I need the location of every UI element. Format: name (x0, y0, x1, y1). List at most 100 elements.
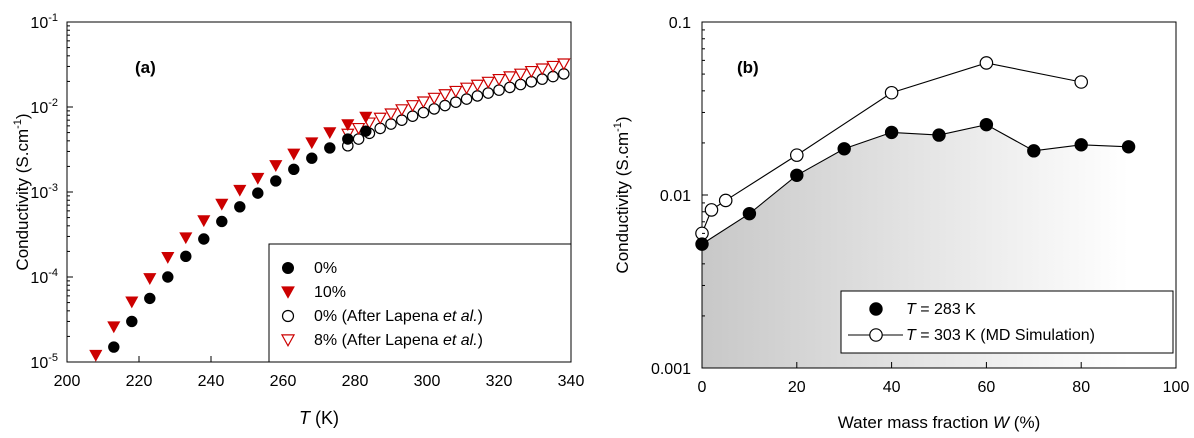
point-a-s0-1 (126, 315, 138, 328)
x-tick-label-a-5: 300 (414, 373, 441, 390)
point-a-s2-17 (525, 75, 538, 88)
legend-box-a (268, 243, 572, 363)
point-a-s3-17 (524, 65, 539, 79)
point-a-s3-16 (513, 68, 528, 81)
x-axis-label-b: Water mass fraction W (%) (838, 413, 1040, 432)
panel-label-a: (a) (135, 58, 156, 77)
y-axis-label-a: Conductivity (S.cm-1) (12, 113, 32, 270)
y-tick-label-a-0: 10-5 (30, 352, 58, 372)
point-a-s3-2 (362, 117, 377, 130)
legend-a-marker-3 (280, 334, 296, 347)
point-a-s1-3 (143, 273, 157, 285)
point-b-s0-0 (695, 237, 709, 251)
chart-a-ticks: 200 220 240 260 280 300 320 340 10-5 10-4 10-3 10-2… (30, 12, 584, 390)
point-a-s1-2 (125, 296, 139, 309)
y-tick-label-a-2: 10-3 (30, 182, 58, 202)
point-b-s1-3 (789, 148, 804, 162)
legend-a-label-0: 0% (314, 260, 337, 277)
point-a-s1-1 (107, 321, 121, 334)
point-a-s2-6 (406, 110, 419, 122)
point-a-s3-13 (481, 76, 495, 89)
point-b-s1-5 (979, 56, 994, 70)
legend-box-b (840, 290, 1174, 354)
point-a-s1-15 (359, 111, 373, 124)
x-tick-label-b-0: 0 (698, 379, 707, 396)
x-tick-label-a-6: 320 (486, 373, 513, 390)
point-a-s1-0 (89, 349, 103, 362)
point-a-s1-12 (305, 137, 319, 150)
point-a-s3-15 (503, 71, 517, 84)
point-b-s0-8 (1074, 138, 1088, 152)
point-a-s0-4 (180, 250, 192, 263)
legend-a: 0% 10% 0% (After Lapena et al.) 8% (Afte… (268, 243, 572, 363)
legend-a-marker-0 (282, 262, 294, 274)
point-a-s3-5 (395, 104, 409, 117)
y-axis-label-b: Conductivity (S.cm-1) (612, 116, 632, 273)
legend-b: T = 283 K T = 303 K (MD Simulation) (840, 290, 1174, 354)
x-tick-label-b-1: 20 (788, 379, 806, 396)
legend-a-markers (280, 262, 296, 347)
point-a-s1-9 (251, 172, 265, 185)
point-a-s2-12 (471, 90, 484, 102)
y-tick-label-b-1: 0.01 (660, 188, 691, 205)
point-b-s0-4 (884, 125, 899, 140)
x-tick-label-a-1: 220 (126, 373, 153, 390)
point-a-s3-18 (535, 63, 549, 76)
chart-b: 0 20 40 60 80 100 0.001 0.01 0.1 (b) Water mass … (612, 15, 1189, 432)
point-a-s0-9 (270, 175, 282, 187)
point-a-s2-11 (460, 93, 473, 105)
legend-a-marker-2 (281, 309, 295, 323)
point-a-s0-6 (216, 215, 228, 228)
point-a-s0-10 (288, 163, 300, 175)
point-a-s3-3 (373, 112, 387, 125)
y-tick-label-b-2: 0.1 (669, 15, 691, 32)
point-b-s0-7 (1027, 144, 1041, 158)
point-a-s1-13 (323, 127, 337, 140)
point-a-s0-12 (324, 142, 336, 154)
legend-b-label-0: T = 283 K (906, 301, 976, 318)
point-a-s3-19 (546, 60, 560, 73)
x-tick-label-a-7: 340 (558, 373, 585, 390)
point-a-s1-5 (179, 232, 193, 245)
x-tick-label-a-2: 240 (198, 373, 225, 390)
panel-label-b: (b) (737, 58, 759, 77)
point-a-s2-8 (428, 103, 440, 115)
point-b-s0-3 (837, 142, 851, 156)
point-a-s1-7 (215, 198, 229, 211)
point-a-s1-11 (287, 148, 301, 161)
point-a-s0-5 (198, 233, 210, 245)
point-a-s3-20 (557, 58, 571, 71)
series-line-b-0 (701, 124, 1129, 245)
point-a-s3-10 (449, 85, 463, 98)
point-a-s0-3 (162, 271, 174, 283)
point-a-s0-2 (144, 292, 156, 305)
point-b-s0-1 (742, 206, 757, 221)
x-tick-label-b-2: 40 (883, 379, 901, 396)
point-b-s1-2 (718, 193, 733, 208)
point-b-s0-9 (1121, 140, 1136, 154)
point-a-s2-14 (493, 84, 505, 96)
point-b-s1-6 (1074, 75, 1088, 89)
x-tick-label-b-4: 80 (1072, 379, 1090, 396)
point-a-s0-13 (342, 133, 354, 145)
legend-b-marker-1 (869, 328, 883, 342)
legend-b-label-1: T = 303 K (MD Simulation) (906, 327, 1095, 344)
point-a-s3-14 (492, 73, 506, 87)
point-a-s1-8 (233, 184, 247, 197)
point-a-s3-6 (405, 100, 420, 113)
y-tick-label-b-0: 0.001 (651, 361, 691, 378)
legend-b-markers (848, 302, 903, 342)
point-b-s0-6 (979, 117, 994, 132)
point-b-s1-4 (884, 85, 899, 100)
point-a-s2-7 (417, 106, 430, 119)
point-a-s2-15 (503, 81, 516, 94)
point-a-s0-7 (234, 201, 246, 213)
chart-a: 200 220 240 260 280 300 320 340 10-5 10-4 10-3 10-2… (12, 12, 584, 428)
y-tick-label-a-4: 10-1 (30, 12, 58, 32)
point-a-s0-11 (306, 152, 318, 164)
point-a-s3-9 (438, 89, 452, 102)
point-a-s0-8 (252, 187, 264, 199)
point-a-s0-0 (108, 341, 120, 353)
point-a-s3-8 (427, 92, 441, 105)
legend-a-marker-1 (281, 286, 295, 299)
